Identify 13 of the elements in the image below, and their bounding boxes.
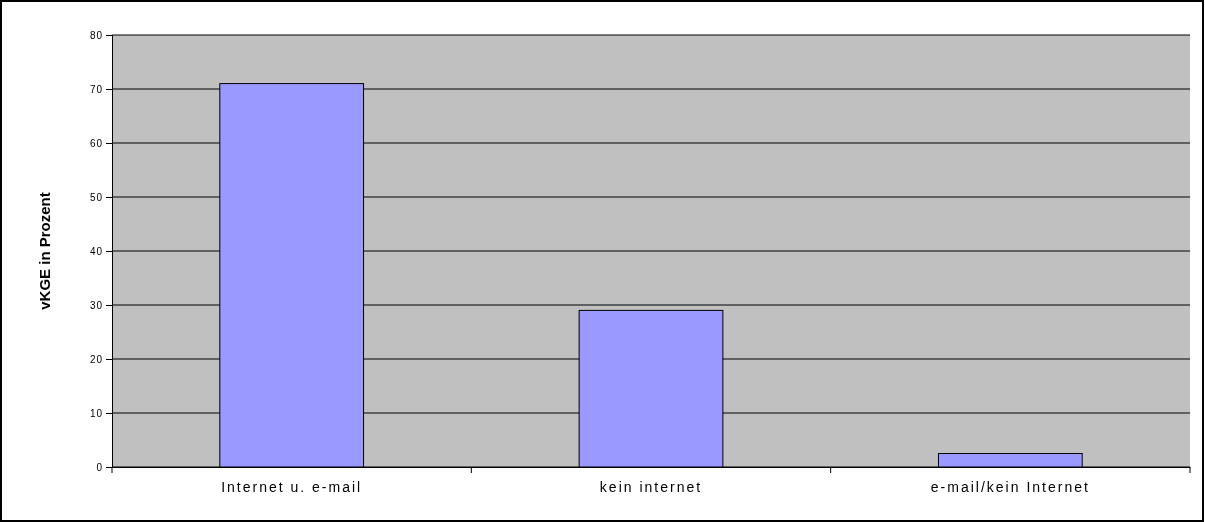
y-tick-label: 40 [89, 245, 103, 257]
y-tick-label: 70 [89, 83, 103, 95]
y-tick-label: 60 [89, 137, 103, 149]
x-tick-label: kein internet [599, 479, 703, 496]
y-tick-label: 30 [89, 299, 103, 311]
y-tick-label: 20 [89, 353, 103, 365]
y-tick-label: 0 [96, 461, 103, 473]
x-tick-label: e-mail/kein Internet [930, 479, 1090, 496]
x-tick-label: Internet u. e-mail [221, 479, 363, 496]
y-tick-label: 50 [89, 191, 103, 203]
y-tick-label: 10 [89, 407, 103, 419]
y-tick-label: 80 [89, 29, 103, 41]
y-axis-title: vKGE in Prozent [36, 192, 53, 310]
